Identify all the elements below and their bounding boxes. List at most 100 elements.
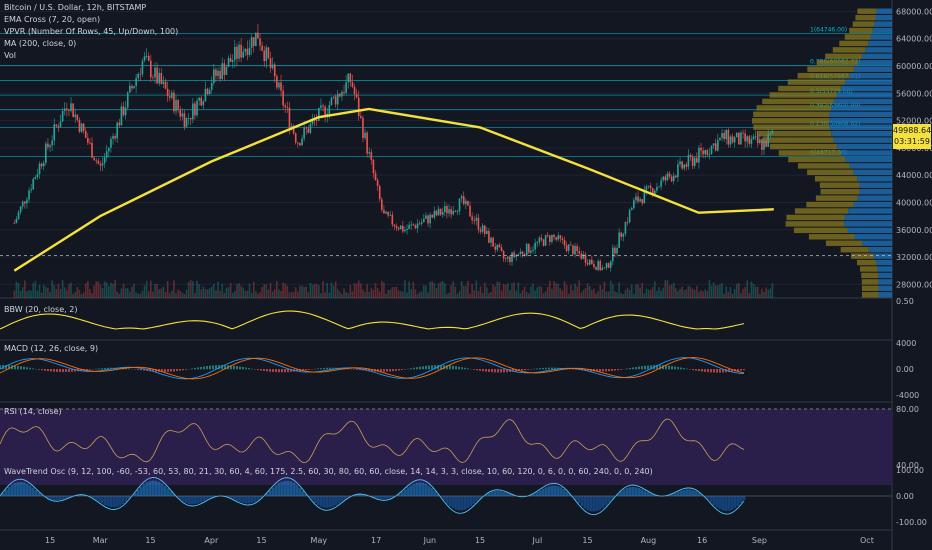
- macd-histogram-bar: [419, 366, 421, 370]
- candle-body: [376, 180, 379, 187]
- volume-bar: [292, 291, 295, 298]
- candle-body: [559, 235, 562, 239]
- macd-histogram-bar: [185, 369, 187, 370]
- candle-body: [433, 210, 436, 218]
- macd-histogram-bar: [677, 366, 679, 370]
- volume-bar: [717, 285, 719, 298]
- osc-wave-bar: [208, 496, 212, 499]
- volume-bar: [286, 285, 289, 298]
- candle-body: [175, 100, 177, 112]
- volume-bar: [387, 289, 389, 298]
- osc-wave-bar: [652, 494, 656, 496]
- osc-wave-bar: [694, 490, 698, 496]
- macd-histogram-bar: [494, 369, 496, 373]
- volume-bar: [523, 286, 526, 298]
- volume-bar: [156, 284, 158, 298]
- candle-body: [26, 199, 28, 204]
- macd-histogram-bar: [56, 369, 58, 372]
- osc-wave-bar: [64, 496, 68, 499]
- osc-wave-bar: [640, 489, 644, 496]
- candle-body: [334, 96, 337, 105]
- osc-wave-bar: [370, 496, 374, 497]
- macd-panel-label[interactable]: MACD (12, 26, close, 9): [4, 344, 99, 353]
- macd-histogram-bar: [518, 369, 520, 371]
- candle-body: [198, 97, 200, 101]
- candle-body: [618, 232, 620, 248]
- candle-body: [17, 212, 20, 219]
- candle-body: [236, 46, 238, 59]
- volume-bar: [68, 284, 70, 298]
- ma-indicator-label[interactable]: MA (200, close, 0): [4, 39, 77, 48]
- osc-wave-bar: [211, 496, 215, 498]
- candle-body: [668, 173, 671, 177]
- vpvr-indicator-label[interactable]: VPVR (Number Of Rows, 45, Up/Down, 100): [4, 27, 179, 36]
- osc-wave-bar: [439, 496, 443, 498]
- bbw-panel-label[interactable]: BBW (20, close, 2): [4, 305, 78, 314]
- osc-wave-bar: [253, 496, 257, 503]
- macd-histogram-bar: [68, 369, 70, 372]
- osc-wave-bar: [103, 496, 107, 506]
- volume-profile-bar: [756, 130, 832, 137]
- volume-bar: [166, 281, 169, 298]
- volume-bar: [66, 290, 68, 298]
- osc-panel-label[interactable]: WaveTrend Osc (9, 12, 100, -60, -53, 60,…: [4, 467, 653, 476]
- candle-body: [742, 132, 744, 134]
- candle-body: [675, 175, 677, 178]
- macd-histogram-bar: [527, 369, 529, 370]
- candle-body: [427, 215, 429, 224]
- volume-bar: [408, 281, 410, 298]
- macd-histogram-bar: [389, 369, 391, 372]
- volume-profile-bar: [859, 188, 892, 195]
- candle-body: [240, 44, 242, 58]
- osc-wave-bar: [40, 494, 44, 496]
- candle-body: [360, 116, 362, 118]
- candle-body: [706, 150, 709, 155]
- osc-wave-bar: [310, 496, 314, 501]
- candle-body: [82, 123, 85, 131]
- candle-body: [70, 103, 72, 111]
- volume-bar: [630, 284, 633, 298]
- macd-histogram-bar: [449, 365, 451, 370]
- rsi-panel-label[interactable]: RSI (14, close): [4, 407, 62, 416]
- candle-body: [614, 247, 616, 254]
- osc-wave-bar: [601, 496, 605, 508]
- volume-bar: [729, 286, 732, 298]
- osc-wave-bar: [433, 490, 437, 496]
- volume-bar: [13, 290, 16, 298]
- candle-body: [374, 173, 377, 181]
- vol-indicator-label[interactable]: Vol: [4, 51, 16, 60]
- volume-bar: [677, 291, 679, 298]
- rsi-tick-label: 80.00: [896, 405, 919, 414]
- macd-histogram-bar: [245, 367, 247, 370]
- volume-bar: [733, 289, 736, 298]
- ema-indicator-label[interactable]: EMA Cross (7, 20, open): [4, 15, 101, 24]
- volume-bar: [307, 292, 310, 298]
- candle-body: [460, 196, 463, 199]
- osc-wave-bar: [94, 496, 98, 500]
- candle-body: [414, 225, 417, 229]
- volume-bar: [483, 282, 486, 298]
- candle-body: [540, 237, 543, 240]
- candle-body: [502, 251, 505, 259]
- osc-wave-bar: [166, 488, 170, 496]
- volume-bar: [565, 285, 568, 298]
- candle-body: [471, 216, 473, 221]
- candle-body: [57, 125, 60, 128]
- volume-bar: [49, 292, 51, 298]
- volume-profile-bar: [831, 105, 892, 111]
- candle-body: [248, 47, 251, 55]
- macd-histogram-bar: [380, 369, 382, 372]
- volume-bar: [364, 291, 366, 298]
- candle-body: [609, 261, 612, 268]
- candle-body: [229, 58, 232, 62]
- x-tick-label: Sep: [752, 536, 767, 545]
- macd-histogram-bar: [347, 368, 349, 370]
- candle-body: [588, 259, 591, 265]
- volume-bar: [423, 285, 425, 298]
- volume-bar: [647, 289, 650, 298]
- macd-histogram-bar: [137, 369, 139, 370]
- volume-bar: [383, 282, 385, 298]
- volume-bar: [740, 293, 742, 298]
- volume-bar: [458, 291, 461, 298]
